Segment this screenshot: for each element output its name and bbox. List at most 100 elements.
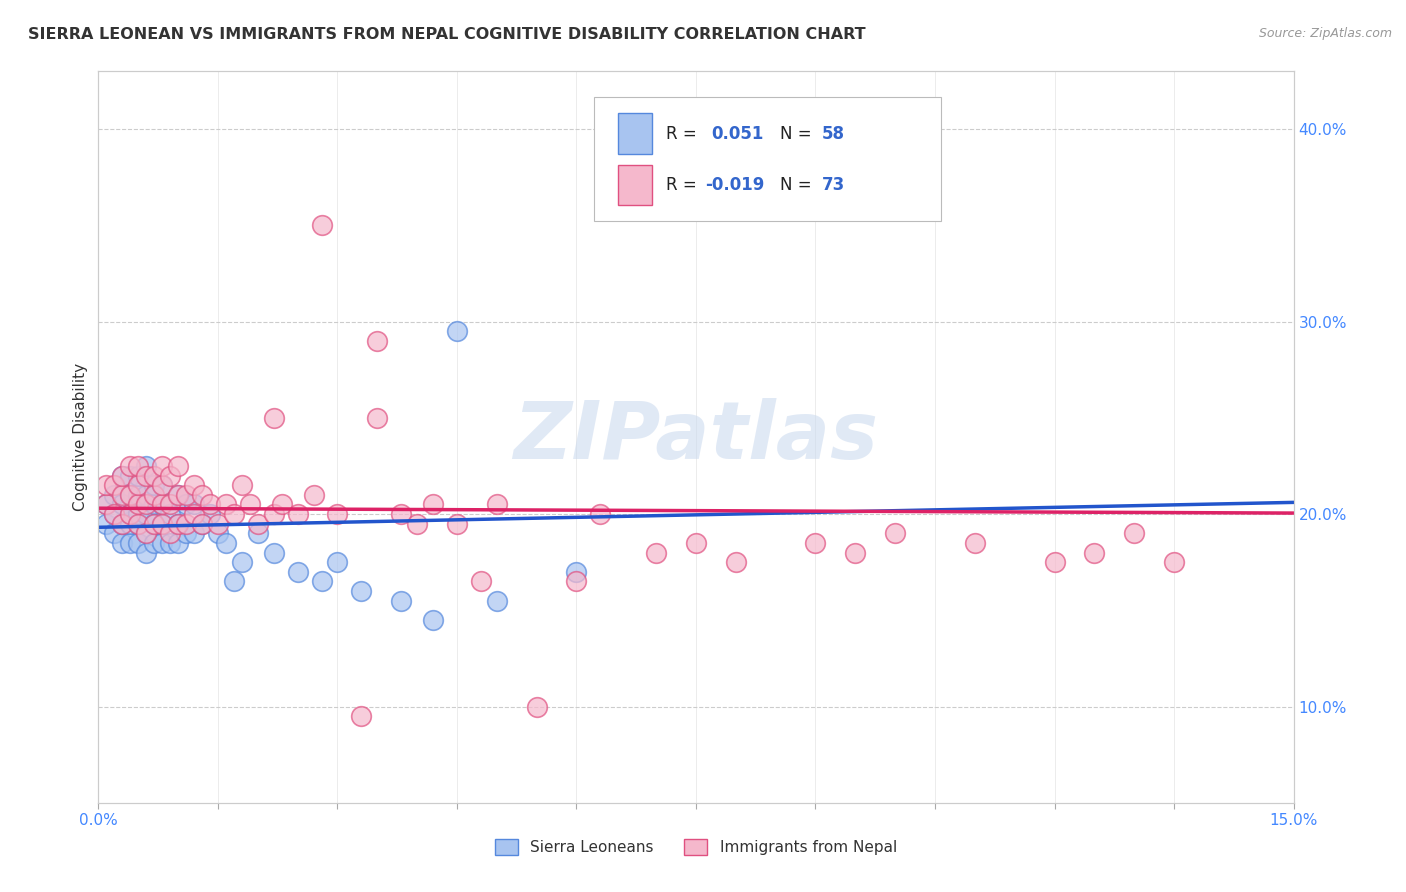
- Point: [350, 584, 373, 599]
- Point: [565, 574, 588, 589]
- Point: [150, 536, 173, 550]
- Text: R =: R =: [666, 176, 702, 194]
- Point: [645, 545, 668, 559]
- Point: [96, 498, 118, 512]
- Point: [111, 536, 134, 550]
- Text: 73: 73: [821, 176, 845, 194]
- Point: [127, 516, 149, 531]
- Text: N =: N =: [780, 176, 817, 194]
- Point: [135, 526, 157, 541]
- Point: [150, 458, 173, 473]
- Point: [143, 516, 166, 531]
- Point: [804, 536, 827, 550]
- Point: [207, 526, 229, 541]
- Point: [174, 498, 197, 512]
- FancyBboxPatch shape: [619, 113, 652, 153]
- Point: [198, 507, 221, 521]
- Point: [191, 488, 214, 502]
- Point: [389, 593, 412, 607]
- Point: [1163, 555, 1185, 569]
- Text: 58: 58: [821, 125, 845, 143]
- Point: [270, 498, 292, 512]
- Point: [111, 488, 134, 502]
- Point: [724, 555, 747, 569]
- Point: [103, 478, 125, 492]
- Point: [167, 516, 190, 531]
- Point: [127, 536, 149, 550]
- Point: [143, 478, 166, 492]
- Point: [135, 468, 157, 483]
- Text: 0.051: 0.051: [711, 125, 763, 143]
- Point: [111, 498, 134, 512]
- Point: [150, 498, 173, 512]
- Point: [120, 516, 142, 531]
- Point: [127, 488, 149, 502]
- Point: [222, 574, 245, 589]
- Point: [589, 507, 612, 521]
- Point: [526, 699, 548, 714]
- Point: [207, 516, 229, 531]
- Legend: Sierra Leoneans, Immigrants from Nepal: Sierra Leoneans, Immigrants from Nepal: [489, 833, 903, 861]
- Point: [159, 526, 181, 541]
- Point: [844, 545, 866, 559]
- Point: [174, 516, 197, 531]
- FancyBboxPatch shape: [595, 97, 941, 221]
- Text: -0.019: -0.019: [706, 176, 765, 194]
- Point: [127, 468, 149, 483]
- Point: [120, 458, 142, 473]
- Point: [446, 324, 468, 338]
- Point: [167, 488, 190, 502]
- Point: [143, 516, 166, 531]
- Point: [135, 498, 157, 512]
- Point: [96, 516, 118, 531]
- Point: [127, 516, 149, 531]
- Y-axis label: Cognitive Disability: Cognitive Disability: [73, 363, 89, 511]
- Point: [143, 488, 166, 502]
- Point: [143, 468, 166, 483]
- Point: [350, 709, 373, 723]
- Point: [120, 507, 142, 521]
- Point: [422, 498, 444, 512]
- Point: [111, 468, 134, 483]
- Point: [159, 507, 181, 521]
- Point: [167, 536, 190, 550]
- Point: [159, 498, 181, 512]
- Point: [150, 478, 173, 492]
- Point: [150, 516, 173, 531]
- Point: [485, 593, 508, 607]
- Point: [422, 613, 444, 627]
- Point: [366, 334, 388, 348]
- Point: [485, 498, 508, 512]
- Point: [150, 478, 173, 492]
- Point: [174, 488, 197, 502]
- Point: [183, 478, 205, 492]
- Point: [191, 516, 214, 531]
- Point: [215, 498, 238, 512]
- Point: [120, 536, 142, 550]
- Point: [135, 545, 157, 559]
- Point: [167, 458, 190, 473]
- Point: [198, 498, 221, 512]
- Point: [120, 468, 142, 483]
- Text: R =: R =: [666, 125, 702, 143]
- Text: N =: N =: [780, 125, 817, 143]
- Point: [263, 410, 285, 425]
- Point: [127, 507, 149, 521]
- Point: [287, 507, 309, 521]
- Point: [167, 488, 190, 502]
- Point: [246, 516, 269, 531]
- Point: [96, 498, 118, 512]
- Point: [96, 478, 118, 492]
- Point: [1123, 526, 1146, 541]
- Point: [120, 507, 142, 521]
- Point: [191, 516, 214, 531]
- Point: [1043, 555, 1066, 569]
- Point: [103, 488, 125, 502]
- Point: [174, 526, 197, 541]
- FancyBboxPatch shape: [619, 165, 652, 205]
- Point: [215, 536, 238, 550]
- Point: [127, 498, 149, 512]
- Point: [389, 507, 412, 521]
- Point: [246, 526, 269, 541]
- Point: [143, 498, 166, 512]
